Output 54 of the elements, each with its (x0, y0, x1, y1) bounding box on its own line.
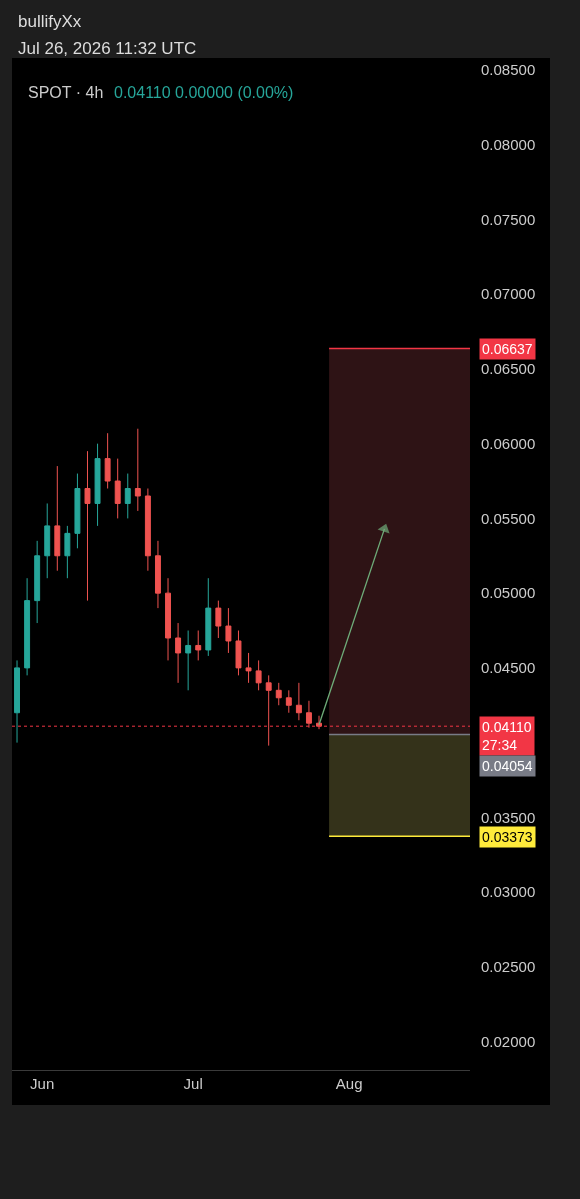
candlestick (245, 652, 252, 684)
candlestick (24, 577, 31, 676)
candlestick (215, 600, 222, 639)
candlestick (255, 659, 262, 691)
y-tick-label: 0.06000 (481, 434, 536, 452)
y-tick-label: 0.03500 (481, 808, 536, 826)
y-tick-label: 0.03000 (481, 883, 536, 901)
candlestick (84, 450, 91, 602)
y-tick-label: 0.05000 (481, 584, 536, 602)
x-tick-label: Aug (335, 1075, 363, 1092)
candlestick (154, 540, 161, 609)
y-tick-label: 0.02000 (481, 1032, 536, 1050)
candlestick (104, 432, 111, 490)
ref-line-label: 0.03373 (482, 829, 533, 845)
ref-line-label: 0.06637 (482, 341, 533, 357)
text: 0.04110 0.00000 (0.00%) (114, 84, 294, 101)
y-tick-label: 0.02500 (481, 958, 536, 976)
candlestick (305, 700, 312, 729)
y-tick-label: 0.07000 (481, 285, 536, 303)
candlestick (144, 488, 151, 572)
text: SPOT · 4h (28, 83, 104, 101)
candlestick (275, 682, 282, 706)
candlestick (175, 622, 182, 684)
candlestick (295, 682, 302, 721)
text: bullifyXx (18, 12, 82, 31)
annotation: Jul 26, 2026 11:32 UTC (18, 39, 197, 58)
candlestick (94, 443, 101, 527)
candlestick (74, 473, 81, 549)
candlestick (165, 577, 171, 661)
candlestick (205, 577, 212, 657)
y-tick-label: 0.08000 (481, 135, 536, 153)
y-tick-label: 0.07500 (481, 210, 536, 228)
y-tick-label: 0.08500 (481, 61, 536, 79)
candlestick (235, 630, 242, 676)
candlestick (195, 630, 202, 661)
candlestick (54, 465, 61, 572)
x-tick-label: Jun (30, 1075, 55, 1092)
candlestick (64, 525, 71, 579)
candlestick (225, 607, 232, 654)
ref-line-label: 0.04110 27:34 (482, 719, 532, 754)
x-tick-label: Jul (183, 1075, 203, 1092)
candlestick (34, 540, 41, 624)
candlestick (44, 502, 51, 579)
candlestick (185, 630, 192, 691)
ref-line-label: 0.04054 (482, 758, 533, 774)
candlestick (134, 428, 141, 512)
y-tick-label: 0.06500 (481, 360, 536, 378)
y-tick-label: 0.04500 (481, 659, 536, 677)
candlestick (285, 689, 292, 714)
candlestick (114, 458, 121, 519)
candlestick (124, 473, 131, 519)
candlestick (14, 659, 20, 744)
candlestick (265, 674, 272, 747)
y-tick-label: 0.05500 (481, 509, 536, 527)
